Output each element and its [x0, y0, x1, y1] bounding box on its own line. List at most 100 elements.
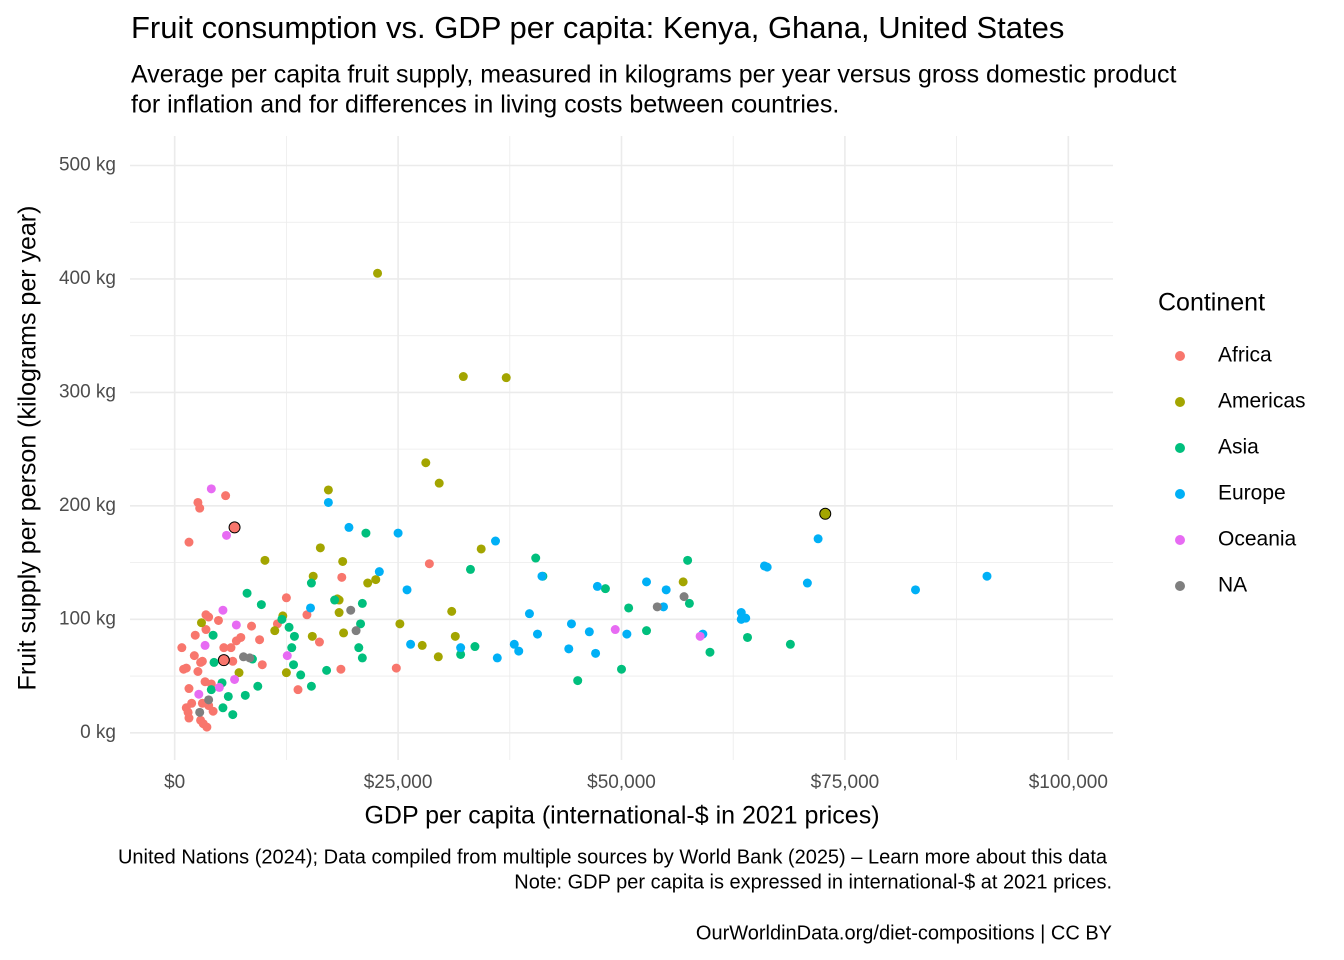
data-point [195, 707, 205, 717]
data-point [465, 564, 475, 574]
data-point [336, 664, 346, 674]
grid [130, 136, 1113, 760]
data-point [289, 660, 299, 670]
data-point [509, 639, 519, 649]
data-point [197, 656, 207, 666]
data-point [284, 622, 294, 632]
data-point [187, 698, 197, 708]
data-point [695, 631, 705, 641]
data-point [315, 543, 325, 553]
data-point [373, 268, 383, 278]
legend-marker [1175, 443, 1185, 453]
data-point [819, 507, 832, 520]
legend-marker [1175, 489, 1185, 499]
data-point [531, 553, 541, 563]
data-point [193, 667, 203, 677]
data-point [532, 629, 542, 639]
data-point [217, 654, 230, 667]
y-tick-label: 100 kg [59, 608, 116, 629]
data-point [813, 534, 823, 544]
data-point [762, 562, 772, 572]
data-point [293, 685, 303, 695]
data-point [492, 653, 502, 663]
data-point [306, 681, 316, 691]
points [177, 268, 992, 732]
y-tick-label: 200 kg [59, 495, 116, 516]
data-point [204, 695, 214, 705]
data-point [458, 372, 468, 382]
data-point [228, 521, 241, 534]
data-point [584, 627, 594, 637]
data-point [209, 657, 219, 667]
data-point [642, 626, 652, 636]
x-tick-label: $75,000 [811, 772, 880, 793]
legend: Africa Americas Asia Europe Oceania NA [1175, 344, 1306, 597]
data-point [476, 544, 486, 554]
data-point [323, 485, 333, 495]
data-point [201, 625, 211, 635]
data-point [490, 536, 500, 546]
data-point [256, 600, 266, 610]
data-point [200, 640, 210, 650]
data-point [357, 653, 367, 663]
data-point [524, 609, 534, 619]
data-point [287, 643, 297, 653]
data-point [434, 478, 444, 488]
legend-label: Oceania [1218, 528, 1297, 551]
data-point [194, 689, 204, 699]
y-tick-label: 300 kg [59, 381, 116, 402]
legend-label: Asia [1218, 436, 1259, 459]
data-point [741, 613, 751, 623]
footer: OurWorldinData.org/diet-compositions | C… [696, 922, 1112, 944]
data-point [302, 610, 312, 620]
data-point [322, 665, 332, 675]
data-point [296, 670, 306, 680]
data-point [228, 710, 238, 720]
data-point [306, 603, 316, 613]
data-point [371, 575, 381, 585]
data-point [802, 578, 812, 588]
data-point [450, 631, 460, 641]
data-point [202, 722, 212, 732]
chart-subtitle: Average per capita fruit supply, measure… [131, 61, 1176, 89]
data-point [221, 491, 231, 501]
y-axis-label: Fruit supply per person (kilograms per y… [14, 206, 42, 691]
data-point [447, 606, 457, 616]
data-point [391, 663, 401, 673]
legend-title: Continent [1158, 289, 1265, 317]
data-point [281, 668, 291, 678]
data-point [346, 605, 356, 615]
data-point [214, 682, 224, 692]
data-point [395, 619, 405, 629]
data-point [208, 630, 218, 640]
data-point [573, 676, 583, 686]
data-point [393, 528, 403, 538]
data-point [610, 625, 620, 635]
data-point [213, 615, 223, 625]
data-point [356, 619, 366, 629]
chart-subtitle: for inflation and for differences in liv… [131, 91, 839, 119]
data-point [566, 619, 576, 629]
data-point [351, 626, 361, 636]
data-point [282, 651, 292, 661]
chart-title: Fruit consumption vs. GDP per capita: Ke… [131, 10, 1064, 45]
x-tick-label: $0 [164, 772, 185, 793]
data-point [218, 703, 228, 713]
data-point [226, 643, 236, 653]
data-point [306, 578, 316, 588]
data-point [257, 660, 267, 670]
data-point [204, 612, 214, 622]
data-point [600, 584, 610, 594]
data-point [242, 588, 252, 598]
data-point [196, 618, 206, 628]
data-point [255, 635, 265, 645]
data-point [177, 643, 187, 653]
data-point [456, 649, 466, 659]
data-point [514, 646, 524, 656]
data-point [642, 577, 652, 587]
x-tick-label: $50,000 [587, 772, 656, 793]
data-point [339, 628, 349, 638]
data-point [537, 571, 547, 581]
data-point [622, 629, 632, 639]
data-point [240, 690, 250, 700]
